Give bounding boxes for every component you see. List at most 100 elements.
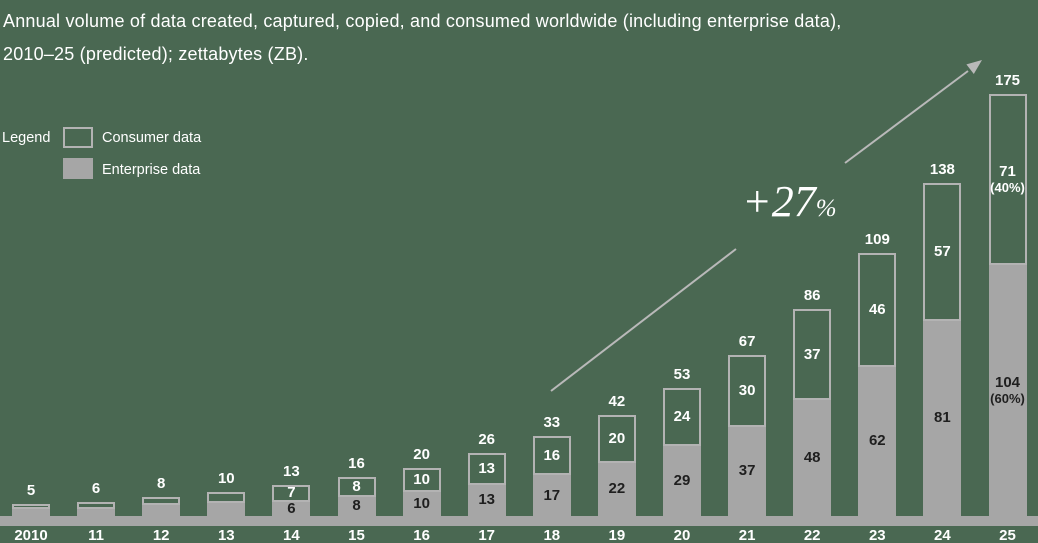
bar-enterprise-segment-12 [142, 505, 181, 516]
x-axis-label: 2010 [14, 527, 48, 543]
bar-total-label: 16 [348, 455, 365, 473]
bar-enterprise-value-label: 104 [994, 374, 1021, 392]
bar-consumer-value-label: 46 [868, 300, 886, 318]
bar-consumer-segment-24: 57 [923, 183, 962, 321]
bar-consumer-segment-11 [77, 501, 116, 509]
legend-item-enterprise: Enterprise data [102, 162, 201, 178]
bar-consumer-value-label: 20 [608, 429, 626, 447]
bar-enterprise-value-label: 22 [608, 480, 626, 498]
x-axis-label: 11 [88, 527, 105, 543]
x-axis-label: 25 [999, 527, 1016, 543]
bar-consumer-segment-25: 71 (40%) [988, 94, 1027, 266]
bar-total-label: 42 [608, 392, 626, 410]
bar-consumer-value-label: 37 [803, 345, 821, 363]
bar-enterprise-value-label: 29 [673, 472, 691, 490]
x-axis-label: 17 [478, 527, 496, 543]
legend-item-consumer: Consumer data [102, 130, 202, 146]
x-axis-label: 15 [348, 527, 365, 543]
x-axis-label: 20 [673, 527, 691, 543]
bar-enterprise-segment-18: 17 [532, 475, 571, 516]
growth-arrow-head-icon [966, 60, 982, 74]
x-axis-label: 21 [738, 527, 756, 543]
x-axis-label: 18 [543, 527, 561, 543]
x-axis-label: 19 [608, 527, 626, 543]
bar-enterprise-segment-19: 22 [597, 462, 636, 516]
bar-consumer-segment-18: 16 [532, 436, 571, 476]
bar-total-label: 8 [157, 474, 166, 492]
bar-total-label: 10 [217, 469, 235, 487]
bar-enterprise-value-label: 6 [287, 499, 296, 517]
bar-enterprise-segment-17: 13 [467, 484, 506, 516]
bar-enterprise-value-label: 62 [868, 432, 886, 450]
bar-enterprise-value-label: 8 [352, 497, 361, 515]
bar-enterprise-value-label: 10 [413, 494, 430, 512]
x-axis-label: 24 [934, 527, 951, 543]
x-axis-label: 16 [413, 527, 430, 543]
x-axis-label: 12 [152, 527, 170, 543]
bar-enterprise-value-label: 37 [738, 462, 756, 480]
bar-consumer-segment-22: 37 [793, 308, 832, 401]
bar-consumer-value-label: 24 [673, 408, 691, 426]
bar-enterprise-segment-13 [207, 502, 246, 516]
bar-consumer-value-label: 71 [999, 163, 1016, 181]
bar-total-label: 13 [283, 462, 300, 480]
legend-label: Legend [2, 130, 51, 146]
bar-total-label: 5 [26, 481, 36, 499]
bar-enterprise-segment-11 [77, 508, 116, 516]
bar-enterprise-segment-25: 104 (60%) [988, 265, 1027, 516]
bar-total-label: 53 [673, 366, 691, 384]
bar-enterprise-segment-20: 29 [663, 446, 701, 516]
growth-value: +27 [742, 177, 816, 226]
bar-consumer-segment-16: 10 [402, 467, 441, 492]
bar-consumer-share-label: (40%) [990, 180, 1025, 196]
bar-total-label: 86 [803, 286, 821, 304]
legend-swatch-enterprise [63, 158, 93, 179]
bar-consumer-value-label: 16 [543, 446, 561, 464]
bar-consumer-segment-21: 30 [728, 354, 767, 427]
bar-consumer-value-label: 57 [934, 243, 951, 261]
bar-consumer-value-label: 8 [352, 478, 361, 496]
bar-enterprise-share-label: (60%) [990, 391, 1025, 407]
bar-consumer-segment-19: 20 [597, 414, 636, 463]
growth-arrow-line-upper [844, 70, 969, 164]
chart-title: Annual volume of data created, captured,… [3, 5, 842, 71]
bar-consumer-segment-17: 13 [467, 453, 506, 485]
bar-enterprise-segment-22: 48 [793, 400, 832, 516]
bar-enterprise-segment-16: 10 [402, 491, 441, 516]
growth-arrow-line-lower [550, 248, 737, 392]
bar-consumer-value-label: 10 [413, 470, 430, 488]
bar-total-label: 33 [543, 414, 561, 432]
bar-consumer-segment-2010 [12, 503, 50, 509]
bar-total-label: 175 [994, 72, 1021, 90]
bar-enterprise-segment-21: 37 [728, 426, 767, 516]
growth-percent-sign: % [815, 195, 837, 222]
baseline-strip [0, 516, 1038, 526]
growth-annotation: +27% [742, 180, 837, 231]
bar-enterprise-value-label: 13 [478, 491, 496, 509]
bar-enterprise-value-label: 81 [934, 409, 951, 427]
bar-total-label: 26 [478, 431, 496, 449]
x-axis-label: 14 [283, 527, 300, 543]
bar-consumer-value-label: 30 [738, 381, 756, 399]
bar-consumer-segment-23: 46 [858, 253, 897, 367]
bar-consumer-segment-12 [142, 496, 181, 506]
bar-consumer-segment-13 [207, 491, 246, 503]
chart-title-line1: Annual volume of data created, captured,… [3, 11, 842, 31]
bar-enterprise-value-label: 48 [803, 449, 821, 467]
bar-consumer-value-label: 13 [478, 459, 496, 477]
bar-enterprise-segment-24: 81 [923, 320, 962, 516]
x-axis-label: 22 [803, 527, 821, 543]
bar-consumer-value-label: 7 [287, 484, 296, 502]
bar-consumer-segment-20: 24 [663, 388, 701, 447]
bar-enterprise-segment-2010 [12, 508, 50, 516]
legend-swatch-consumer [63, 127, 93, 148]
bar-total-label: 6 [91, 479, 101, 497]
bar-enterprise-segment-14: 6 [272, 499, 311, 517]
chart-title-line2: 2010–25 (predicted); zettabytes (ZB). [3, 44, 309, 64]
bar-enterprise-segment-23: 62 [858, 366, 897, 516]
bar-total-label: 109 [864, 231, 890, 249]
bar-total-label: 67 [738, 332, 756, 350]
bar-total-label: 20 [413, 445, 430, 463]
